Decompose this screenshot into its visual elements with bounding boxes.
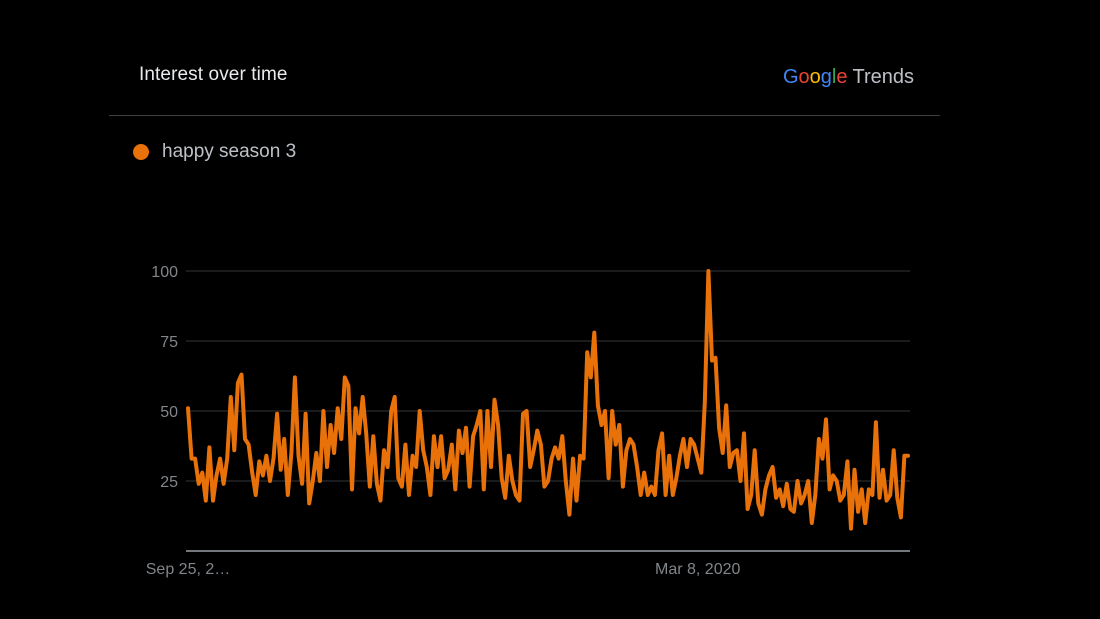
y-tick-label: 25 [160,474,178,491]
google-trends-logo[interactable]: Google Trends [783,66,914,89]
logo-letter: o [798,66,810,88]
logo-letter: l [831,66,837,88]
legend-label: happy season 3 [162,141,297,162]
legend[interactable]: happy season 3 [133,141,296,163]
x-tick-label: Sep 25, 2… [146,561,231,578]
x-tick-label: Mar 8, 2020 [655,561,740,578]
x-axis-ticks: Sep 25, 2… Mar 8, 2020 [146,561,741,578]
logo-letter: G [782,66,799,88]
logo-letter: o [809,66,821,88]
y-tick-label: 100 [151,264,178,281]
header-divider [109,115,940,116]
logo-letter: g [820,66,832,88]
trends-logo-text: Trends [852,66,914,88]
gridlines [186,270,910,482]
widget-title: Interest over time [139,64,288,85]
widget-header: Interest over time Google Trends [109,0,940,116]
series-line-happy-season-3 [186,269,910,531]
y-axis-ticks: 25 50 75 100 [151,264,178,491]
google-logo-text: Google [783,66,848,88]
y-tick-label: 75 [160,334,178,351]
logo-letter: e [836,66,848,88]
y-tick-label: 50 [160,404,178,421]
legend-dot-icon [133,144,149,160]
